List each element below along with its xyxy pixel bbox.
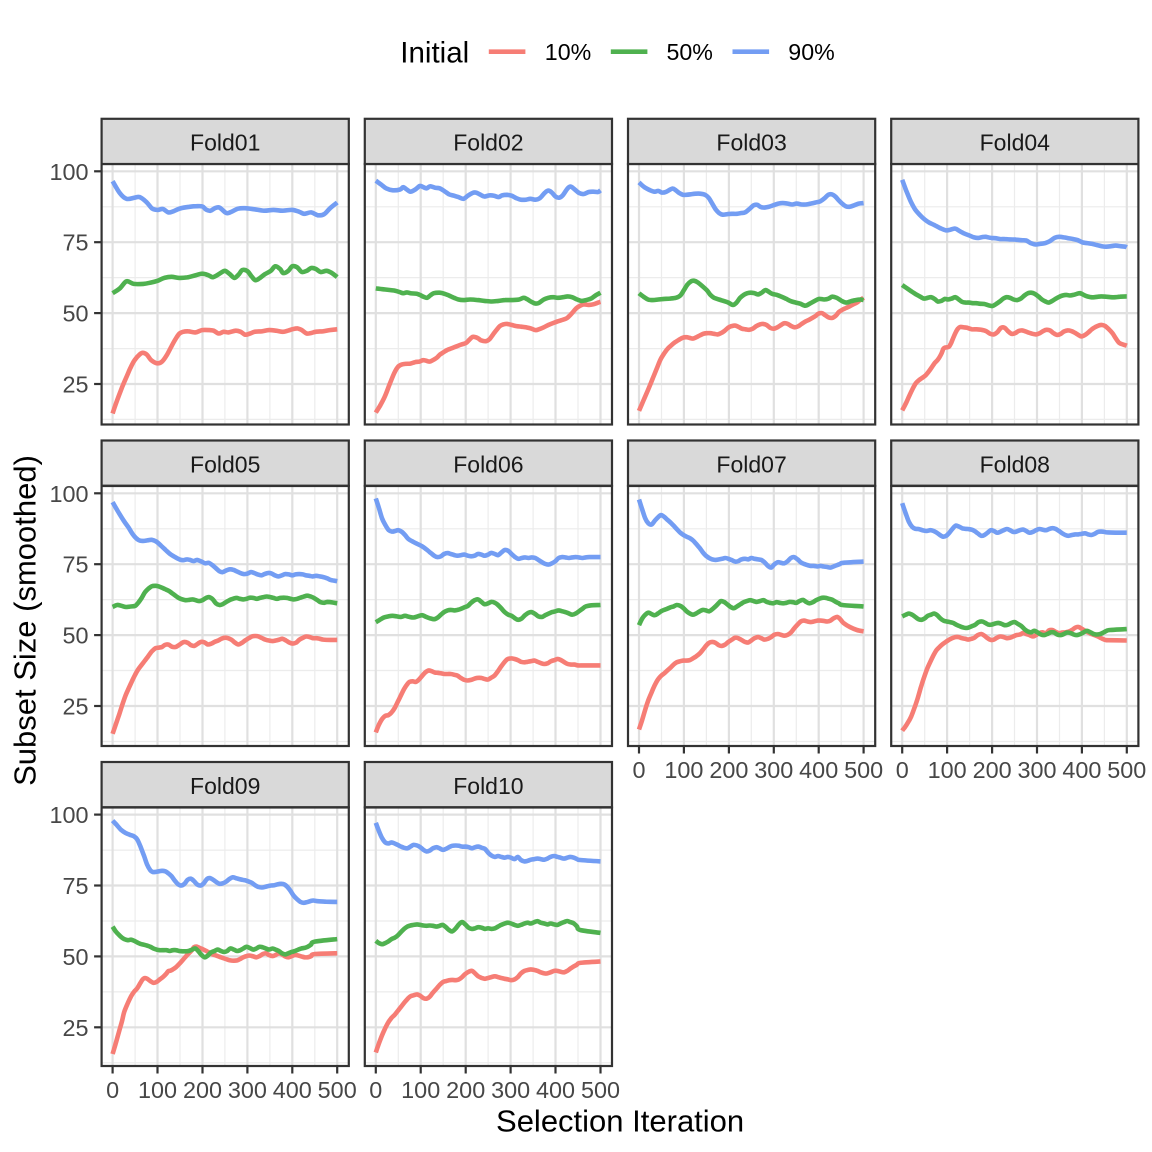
svg-text:100: 100 xyxy=(49,159,88,185)
svg-text:Fold08: Fold08 xyxy=(980,451,1050,477)
svg-text:100: 100 xyxy=(49,481,88,507)
svg-text:50: 50 xyxy=(62,623,88,649)
svg-text:0: 0 xyxy=(106,1077,119,1103)
svg-text:25: 25 xyxy=(62,694,88,720)
svg-text:100: 100 xyxy=(138,1077,177,1103)
svg-text:400: 400 xyxy=(536,1077,575,1103)
svg-text:Initial: Initial xyxy=(400,36,469,69)
svg-text:Fold01: Fold01 xyxy=(190,130,260,156)
svg-text:300: 300 xyxy=(491,1077,530,1103)
svg-text:400: 400 xyxy=(1062,757,1101,783)
svg-text:500: 500 xyxy=(581,1077,620,1103)
svg-text:25: 25 xyxy=(62,1015,88,1041)
svg-text:300: 300 xyxy=(228,1077,267,1103)
svg-text:200: 200 xyxy=(183,1077,222,1103)
svg-text:300: 300 xyxy=(1017,757,1056,783)
svg-text:75: 75 xyxy=(62,552,88,578)
svg-text:200: 200 xyxy=(709,757,748,783)
svg-text:0: 0 xyxy=(369,1077,382,1103)
svg-text:500: 500 xyxy=(318,1077,357,1103)
svg-text:0: 0 xyxy=(896,757,909,783)
svg-text:50%: 50% xyxy=(667,39,713,65)
svg-text:Fold10: Fold10 xyxy=(453,773,523,799)
svg-text:Subset Size (smoothed): Subset Size (smoothed) xyxy=(7,455,42,786)
svg-text:100: 100 xyxy=(928,757,967,783)
svg-text:400: 400 xyxy=(799,757,838,783)
svg-text:Fold07: Fold07 xyxy=(716,451,786,477)
svg-text:Fold02: Fold02 xyxy=(453,130,523,156)
svg-text:Fold04: Fold04 xyxy=(980,130,1051,156)
svg-text:100: 100 xyxy=(49,802,88,828)
svg-text:Fold09: Fold09 xyxy=(190,773,260,799)
svg-text:400: 400 xyxy=(273,1077,312,1103)
svg-text:100: 100 xyxy=(664,757,703,783)
svg-text:Selection Iteration: Selection Iteration xyxy=(496,1104,744,1139)
svg-text:90%: 90% xyxy=(788,39,834,65)
svg-text:300: 300 xyxy=(754,757,793,783)
svg-text:100: 100 xyxy=(401,1077,440,1103)
svg-text:Fold05: Fold05 xyxy=(190,451,260,477)
svg-text:25: 25 xyxy=(62,372,88,398)
svg-text:75: 75 xyxy=(62,230,88,256)
svg-text:50: 50 xyxy=(62,301,88,327)
svg-text:200: 200 xyxy=(446,1077,485,1103)
svg-text:50: 50 xyxy=(62,944,88,970)
svg-text:0: 0 xyxy=(632,757,645,783)
svg-text:500: 500 xyxy=(844,757,883,783)
svg-text:Fold06: Fold06 xyxy=(453,451,523,477)
svg-text:500: 500 xyxy=(1107,757,1146,783)
svg-text:Fold03: Fold03 xyxy=(716,130,786,156)
svg-text:10%: 10% xyxy=(545,39,591,65)
svg-text:75: 75 xyxy=(62,873,88,899)
svg-text:200: 200 xyxy=(973,757,1012,783)
